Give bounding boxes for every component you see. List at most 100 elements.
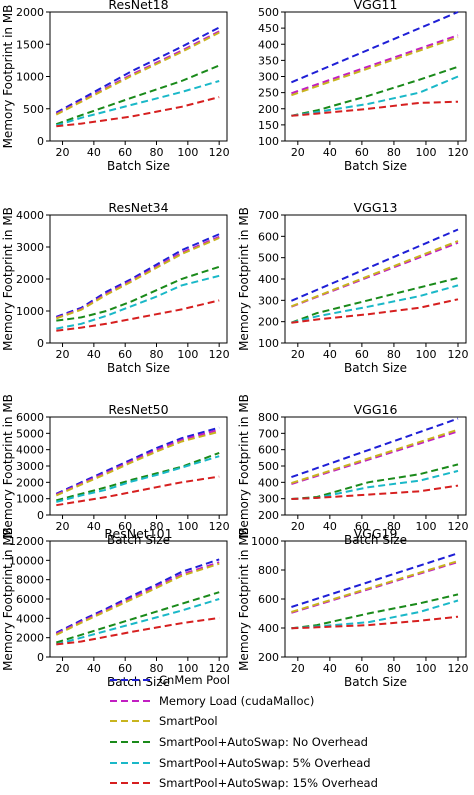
- x-axis-label: Batch Size: [107, 533, 170, 547]
- x-tick-label: 40: [87, 662, 101, 675]
- legend-item: Memory Load (cudaMalloc): [110, 691, 410, 712]
- series-line: [291, 228, 459, 302]
- legend-swatch: [110, 679, 150, 682]
- series-line: [291, 428, 459, 485]
- y-tick-label: 1000: [16, 493, 44, 506]
- legend-item: SmartPool+AutoSwap: 5% Overhead: [110, 752, 410, 773]
- x-tick-label: 80: [387, 520, 401, 533]
- series-line: [291, 560, 459, 613]
- y-tick-label: 800: [258, 411, 279, 424]
- x-tick-label: 80: [150, 520, 164, 533]
- y-tick-label: 500: [258, 252, 279, 265]
- x-tick-label: 60: [118, 146, 132, 159]
- y-tick-label: 4000: [16, 444, 44, 457]
- x-tick-label: 100: [177, 662, 198, 675]
- chart-panel: ResNet18 20 40 60 80 100 120 0 500 1000 1500 2000 Ba…: [1, 0, 230, 173]
- y-tick-label: 100: [258, 135, 279, 148]
- y-tick-label: 500: [258, 6, 279, 19]
- series-line: [56, 265, 220, 322]
- y-tick-label: 0: [37, 651, 44, 664]
- y-tick-label: 400: [258, 38, 279, 51]
- series-line: [291, 430, 459, 485]
- x-axis-label: Batch Size: [344, 675, 407, 689]
- y-tick-label: 0: [37, 337, 44, 350]
- y-tick-label: 600: [258, 230, 279, 243]
- series-line: [291, 276, 459, 324]
- y-tick-label: 400: [258, 476, 279, 489]
- y-tick-label: 6000: [16, 411, 44, 424]
- y-tick-label: 300: [258, 294, 279, 307]
- y-tick-label: 1000: [16, 305, 44, 318]
- y-tick-label: 4000: [16, 612, 44, 625]
- series-line: [291, 284, 459, 324]
- y-tick-label: 450: [258, 22, 279, 35]
- y-tick-label: 800: [258, 564, 279, 577]
- x-tick-label: 80: [150, 348, 164, 361]
- legend-label: CnMem Pool: [159, 673, 230, 688]
- y-axis-label: Memory Footprint in MB: [1, 5, 15, 149]
- x-tick-label: 60: [355, 662, 369, 675]
- y-axis-label: Memory Footprint in MB: [237, 394, 251, 538]
- x-tick-label: 20: [56, 348, 70, 361]
- y-axis-label: Memory Footprint in MB: [237, 527, 251, 671]
- legend-item: SmartPool: [110, 711, 410, 732]
- series-line: [55, 237, 220, 320]
- y-tick-label: 100: [258, 337, 279, 350]
- series-line: [56, 455, 220, 503]
- x-tick-label: 60: [355, 146, 369, 159]
- y-tick-label: 1000: [16, 71, 44, 84]
- plot-frame: [284, 214, 467, 344]
- x-axis-label: Batch Size: [344, 361, 407, 375]
- y-tick-label: 700: [258, 427, 279, 440]
- chart-title: ResNet101: [104, 526, 172, 541]
- series-line: [56, 299, 220, 332]
- plot-frame: [284, 11, 467, 142]
- x-axis-label: Batch Size: [344, 159, 407, 173]
- plot-frame: [284, 416, 467, 516]
- x-tick-label: 120: [209, 348, 230, 361]
- x-tick-label: 80: [150, 146, 164, 159]
- x-tick-label: 20: [291, 520, 305, 533]
- y-tick-label: 150: [258, 119, 279, 132]
- legend-item: SmartPool+AutoSwap: 15% Overhead: [110, 773, 410, 794]
- y-tick-label: 200: [258, 509, 279, 522]
- x-tick-label: 80: [150, 662, 164, 675]
- x-tick-label: 40: [87, 348, 101, 361]
- series-line: [55, 426, 220, 495]
- plot-frame: [49, 214, 228, 344]
- series-line: [291, 298, 459, 324]
- legend-swatch: [110, 699, 150, 702]
- y-tick-label: 2000: [16, 6, 44, 19]
- x-tick-label: 20: [291, 146, 305, 159]
- chart-panel: VGG19 20 40 60 80 100 120 200 400 600 800 1000 Batch…: [237, 526, 468, 689]
- y-tick-label: 4000: [16, 209, 44, 222]
- series-line: [56, 475, 220, 507]
- series-line: [55, 64, 220, 126]
- series-line: [291, 36, 459, 97]
- y-tick-label: 200: [258, 103, 279, 116]
- y-tick-label: 200: [258, 651, 279, 664]
- series-line: [291, 484, 459, 500]
- x-tick-label: 60: [118, 348, 132, 361]
- x-tick-label: 100: [415, 146, 436, 159]
- x-tick-label: 100: [177, 348, 198, 361]
- chart-title: VGG11: [354, 0, 398, 12]
- series-line: [56, 96, 220, 128]
- y-tick-label: 300: [258, 71, 279, 84]
- y-tick-label: 500: [258, 460, 279, 473]
- series-line: [291, 100, 459, 117]
- x-tick-label: 100: [177, 520, 198, 533]
- plot-frame: [49, 416, 228, 516]
- x-tick-label: 40: [87, 146, 101, 159]
- y-tick-label: 600: [258, 444, 279, 457]
- chart-panel: ResNet50 20 40 60 80 100 120 0 1000 2000 3000 4000 5…: [1, 394, 230, 547]
- x-tick-label: 40: [87, 520, 101, 533]
- x-tick-label: 120: [447, 662, 468, 675]
- x-tick-label: 120: [209, 146, 230, 159]
- y-tick-label: 10000: [9, 554, 44, 567]
- x-tick-label: 120: [209, 662, 230, 675]
- chart-title: ResNet50: [108, 402, 168, 417]
- y-axis-label: Memory Footprint in MB: [1, 527, 15, 671]
- series-line: [291, 417, 459, 479]
- y-tick-label: 0: [37, 509, 44, 522]
